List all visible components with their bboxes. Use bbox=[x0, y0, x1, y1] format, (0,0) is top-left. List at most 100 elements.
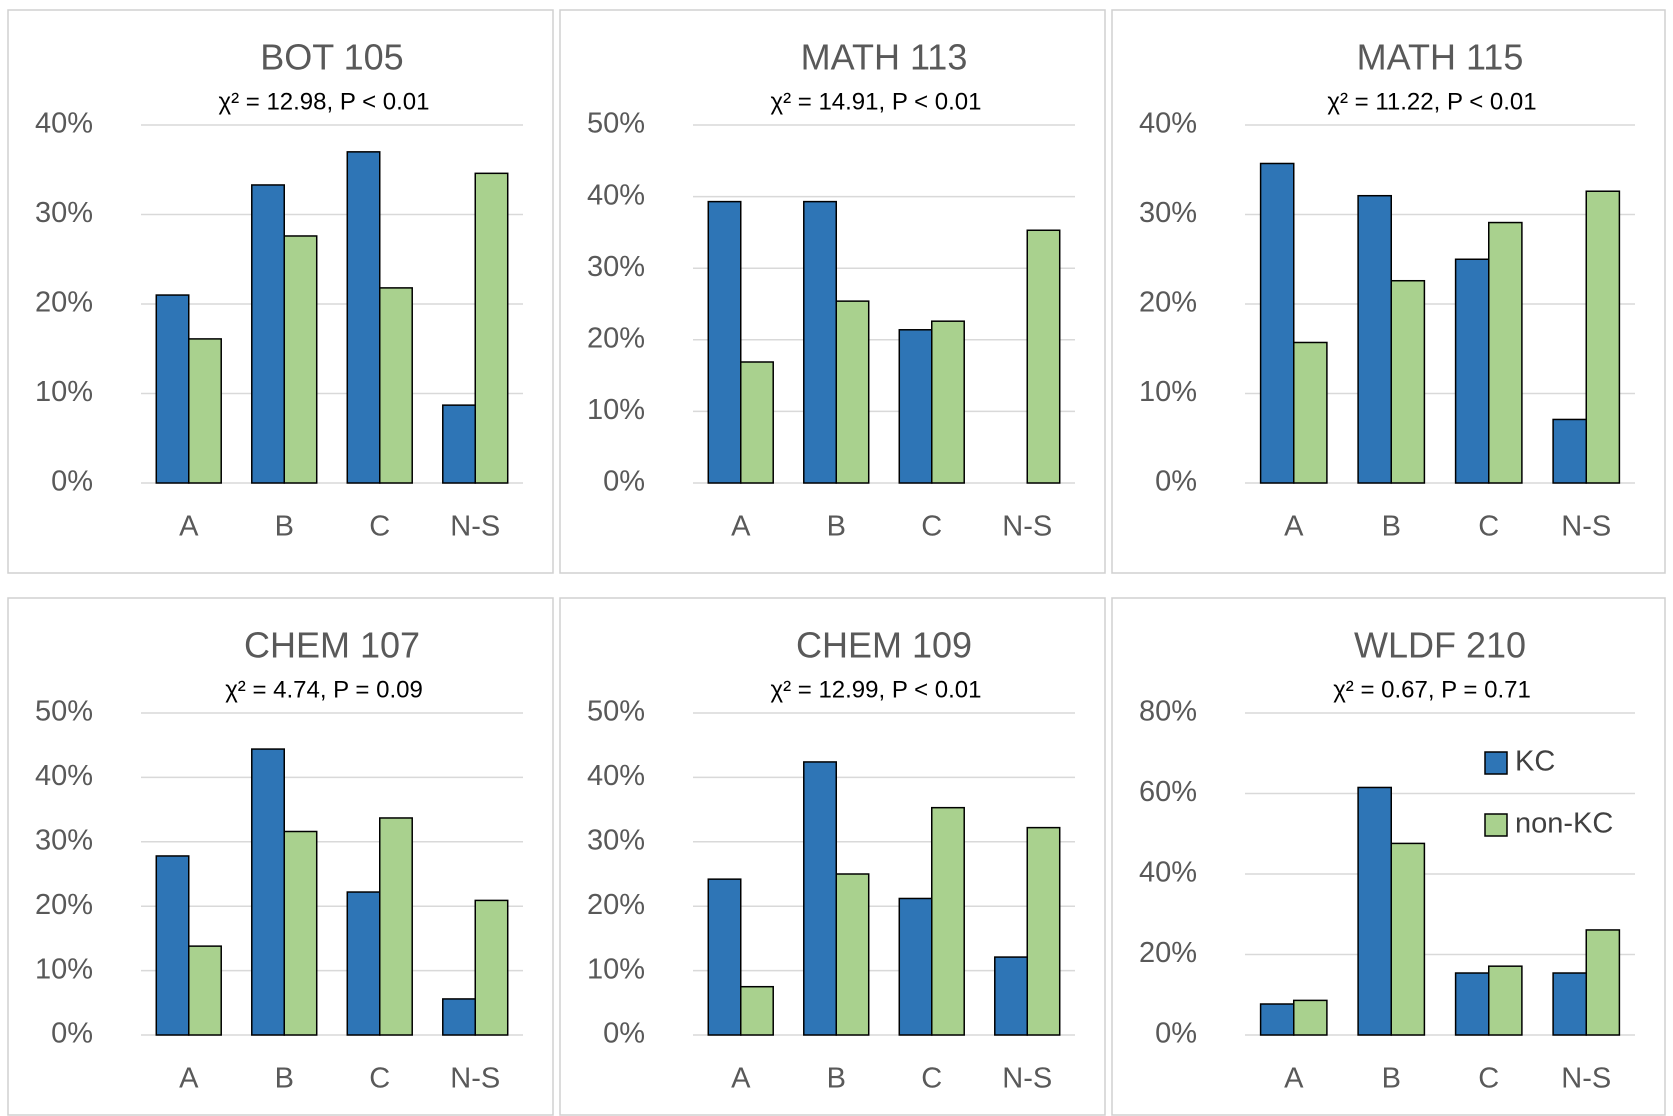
panel-border bbox=[559, 9, 1106, 574]
bar bbox=[379, 287, 413, 484]
bar bbox=[1390, 279, 1426, 484]
bar bbox=[1357, 194, 1392, 484]
bar bbox=[740, 361, 774, 484]
bar bbox=[994, 956, 1029, 1036]
bar bbox=[1026, 229, 1061, 484]
legend-label: non-KC bbox=[1515, 808, 1613, 840]
bar bbox=[931, 806, 965, 1036]
bar bbox=[1259, 162, 1295, 484]
y-tick-label: 80% bbox=[1139, 696, 1197, 728]
bar bbox=[474, 172, 509, 484]
y-tick-label: 30% bbox=[1139, 197, 1197, 229]
bar bbox=[898, 329, 933, 484]
legend-label: KC bbox=[1515, 746, 1555, 778]
x-tick-label: C bbox=[921, 511, 942, 543]
bar bbox=[155, 294, 190, 484]
x-tick-label: C bbox=[369, 1063, 390, 1095]
x-tick-label: B bbox=[827, 1063, 846, 1095]
bar bbox=[1585, 929, 1621, 1036]
y-tick-label: 20% bbox=[1139, 287, 1197, 319]
chart-panel: CHEM 107 χ² = 4.74, P = 0.09 0% 10% 20% 30% 40… bbox=[7, 597, 554, 1116]
x-tick-label: B bbox=[1382, 1063, 1401, 1095]
chart-panel: WLDF 210 χ² = 0.67, P = 0.71 0% 20% 40% 60% 80… bbox=[1111, 597, 1666, 1116]
bar bbox=[1552, 972, 1587, 1036]
y-tick-label: 20% bbox=[587, 322, 645, 354]
bar bbox=[1488, 965, 1523, 1036]
y-tick-label: 60% bbox=[1139, 776, 1197, 808]
bar bbox=[474, 899, 509, 1036]
y-tick-label: 50% bbox=[35, 696, 93, 728]
y-tick-label: 40% bbox=[35, 108, 93, 140]
y-tick-label: 20% bbox=[587, 889, 645, 921]
bar bbox=[740, 985, 774, 1036]
chart-panel: BOT 105 χ² = 12.98, P < 0.01 0% 10% 20% 30% 40… bbox=[7, 9, 554, 574]
x-tick-label: C bbox=[1478, 1063, 1499, 1095]
panel-border bbox=[1111, 9, 1666, 574]
chart-title: BOT 105 bbox=[260, 37, 403, 78]
bar bbox=[1293, 341, 1328, 484]
x-tick-label: N-S bbox=[1561, 1063, 1611, 1095]
x-tick-label: B bbox=[275, 511, 294, 543]
x-tick-label: N-S bbox=[450, 1063, 500, 1095]
chart-subtitle: χ² = 12.98, P < 0.01 bbox=[219, 88, 430, 115]
y-tick-label: 50% bbox=[587, 108, 645, 140]
bar bbox=[1293, 999, 1328, 1036]
bar bbox=[442, 404, 476, 484]
x-tick-label: A bbox=[731, 511, 751, 543]
x-tick-label: C bbox=[921, 1063, 942, 1095]
y-tick-label: 30% bbox=[35, 824, 93, 856]
bar bbox=[1552, 418, 1587, 484]
bar bbox=[188, 338, 222, 484]
bar bbox=[835, 300, 870, 484]
legend-swatch bbox=[1484, 751, 1508, 775]
bar bbox=[1585, 190, 1621, 484]
chart-subtitle: χ² = 11.22, P < 0.01 bbox=[1327, 88, 1536, 115]
y-tick-label: 0% bbox=[51, 466, 93, 498]
chart-title: WLDF 210 bbox=[1354, 625, 1526, 666]
bar bbox=[188, 945, 222, 1036]
bar bbox=[1259, 1003, 1295, 1036]
bar bbox=[283, 235, 318, 484]
bar bbox=[346, 151, 381, 484]
y-tick-label: 30% bbox=[35, 197, 93, 229]
chart-panel: MATH 113 χ² = 14.91, P < 0.01 0% 10% 20% 30% 4… bbox=[559, 9, 1106, 574]
y-tick-label: 20% bbox=[35, 889, 93, 921]
chart-title: CHEM 107 bbox=[244, 625, 420, 666]
chart-subtitle: χ² = 4.74, P = 0.09 bbox=[225, 676, 423, 703]
x-tick-label: N-S bbox=[1561, 511, 1611, 543]
bar bbox=[346, 891, 381, 1036]
y-tick-label: 0% bbox=[1155, 1018, 1197, 1050]
x-tick-label: A bbox=[1284, 1063, 1304, 1095]
chart-subtitle: χ² = 12.99, P < 0.01 bbox=[771, 676, 982, 703]
bar bbox=[251, 748, 285, 1036]
bar bbox=[803, 200, 838, 484]
legend-swatch bbox=[1484, 813, 1508, 837]
bar bbox=[898, 897, 933, 1036]
chart-title: MATH 115 bbox=[1357, 37, 1524, 78]
y-tick-label: 0% bbox=[603, 466, 645, 498]
bar bbox=[283, 830, 318, 1036]
chart-subtitle: χ² = 14.91, P < 0.01 bbox=[771, 88, 982, 115]
y-tick-label: 20% bbox=[35, 287, 93, 319]
bar bbox=[707, 200, 742, 484]
panel-border bbox=[7, 597, 554, 1116]
panel-border bbox=[7, 9, 554, 574]
bar bbox=[251, 184, 285, 484]
chart-title: MATH 113 bbox=[801, 37, 968, 78]
bar bbox=[707, 878, 742, 1036]
bar bbox=[1454, 258, 1490, 484]
y-tick-label: 0% bbox=[51, 1018, 93, 1050]
bar bbox=[1488, 221, 1523, 484]
y-tick-label: 10% bbox=[587, 394, 645, 426]
y-tick-label: 40% bbox=[587, 760, 645, 792]
bar bbox=[1390, 842, 1426, 1036]
y-tick-label: 0% bbox=[603, 1018, 645, 1050]
y-tick-label: 10% bbox=[35, 376, 93, 408]
bar bbox=[803, 761, 838, 1036]
x-tick-label: A bbox=[1284, 511, 1304, 543]
y-tick-label: 40% bbox=[587, 179, 645, 211]
x-tick-label: B bbox=[1382, 511, 1401, 543]
panel-border bbox=[1111, 597, 1666, 1116]
